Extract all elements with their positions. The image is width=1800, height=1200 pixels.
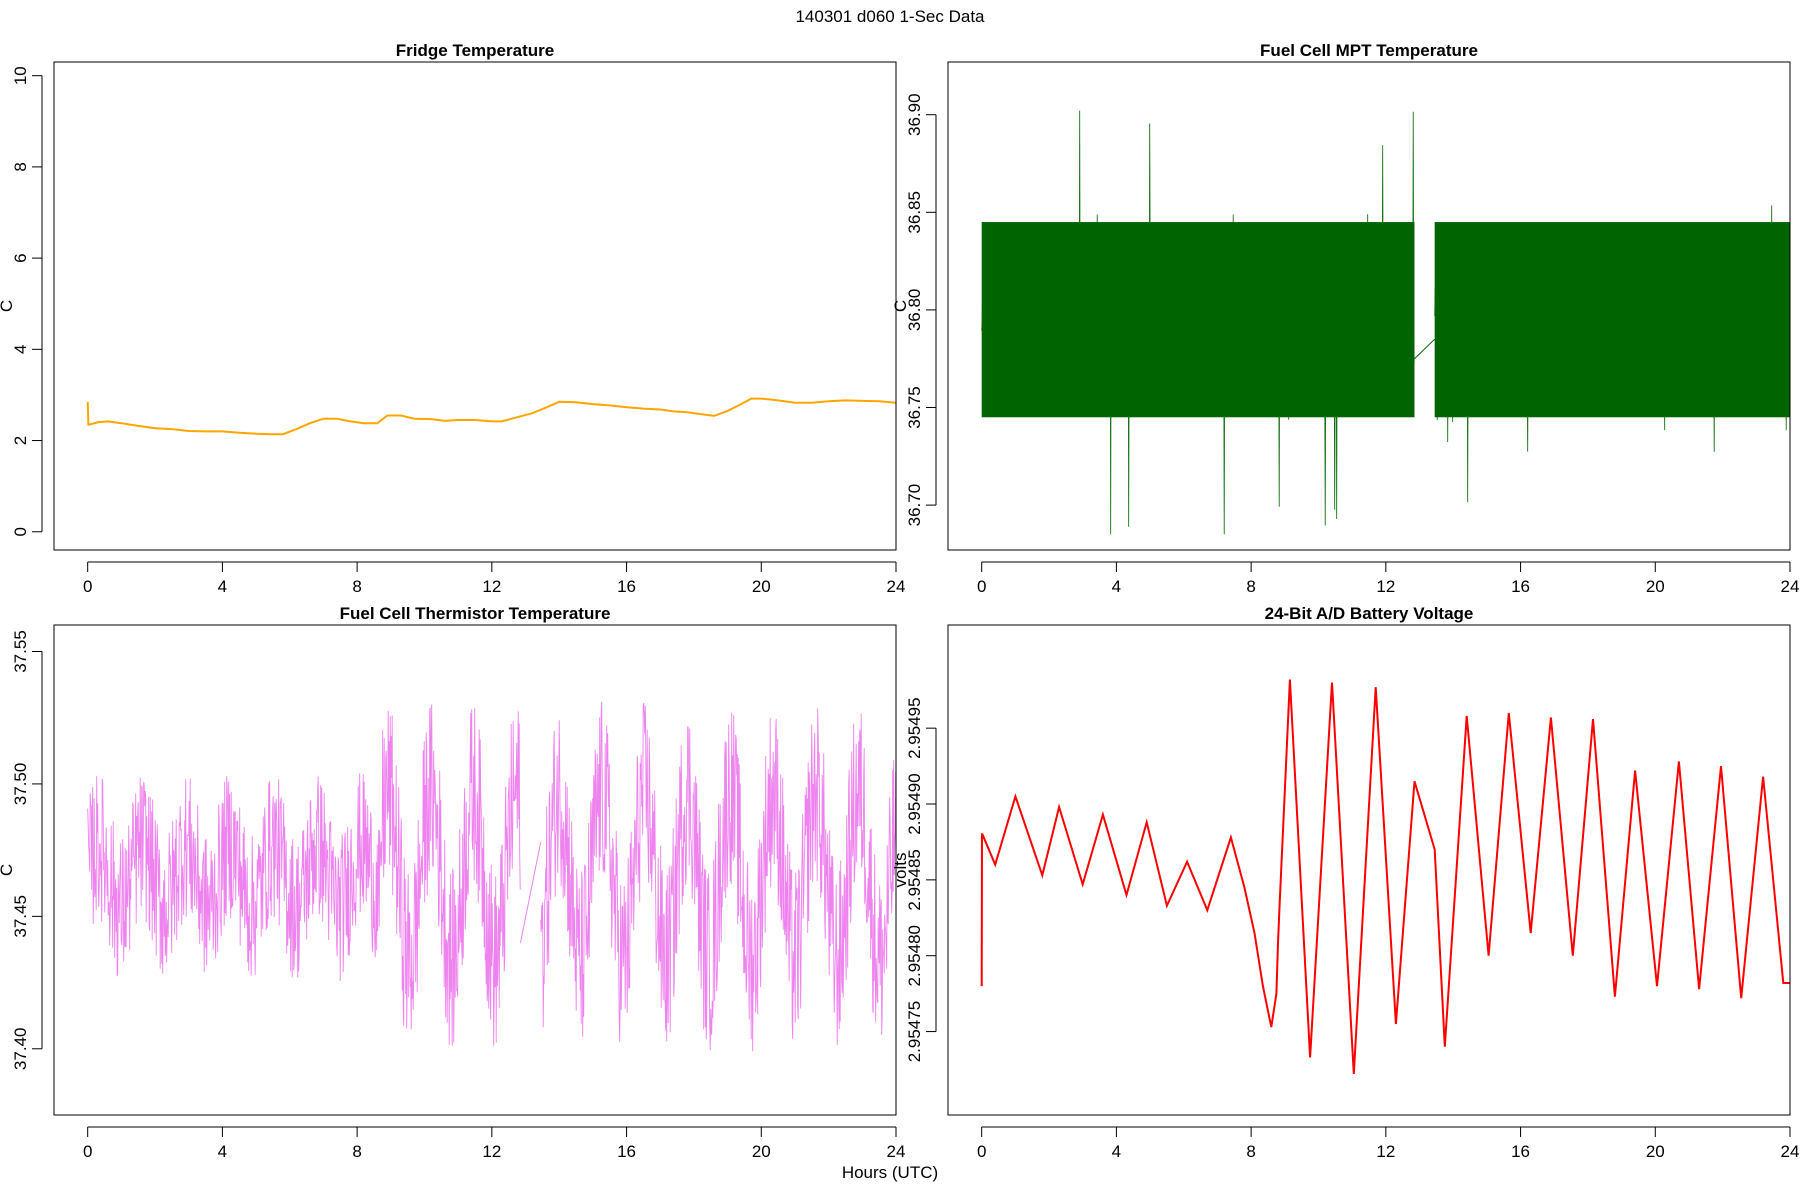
y-tick-label: 37.45 xyxy=(11,895,30,938)
y-axis-label: C xyxy=(891,300,910,312)
x-tick-label: 12 xyxy=(1376,577,1395,596)
chart-panel-2: Fuel Cell MPT Temperature C 0 4 8 12 16 20 24 36.… xyxy=(891,41,1799,596)
y-tick-label: 0 xyxy=(11,527,30,536)
x-tick-label: 20 xyxy=(1646,577,1665,596)
x-tick-label: 4 xyxy=(1112,577,1121,596)
y-tick-label: 2.95495 xyxy=(905,697,924,758)
data-layer xyxy=(981,110,1790,535)
x-tick-label: 8 xyxy=(352,1142,361,1161)
y-axis: 37.40 37.45 37.50 37.55 xyxy=(11,630,43,1071)
y-axis-label: C xyxy=(0,864,16,876)
x-tick-label: 0 xyxy=(83,1142,92,1161)
x-tick-label: 12 xyxy=(482,577,501,596)
x-tick-label: 8 xyxy=(352,577,361,596)
x-tick-label: 0 xyxy=(977,1142,986,1161)
x-axis: 0 4 8 12 16 20 24 xyxy=(977,561,1800,596)
y-tick-label: 36.80 xyxy=(905,289,924,332)
y-tick-label: 2 xyxy=(11,436,30,445)
data-layer xyxy=(980,679,1790,1075)
panel-title: Fuel Cell Thermistor Temperature xyxy=(340,604,611,623)
x-tick-label: 24 xyxy=(1781,1142,1800,1161)
y-tick-label: 37.50 xyxy=(11,763,30,806)
y-tick-label: 2.95490 xyxy=(905,773,924,834)
y-axis-label: volts xyxy=(891,853,910,888)
x-tick-label: 4 xyxy=(218,1142,227,1161)
data-layer xyxy=(86,397,896,436)
plot-frame xyxy=(947,624,1791,1116)
series-line xyxy=(87,701,896,1052)
x-axis: 0 4 8 12 16 20 24 xyxy=(83,1126,906,1161)
panel-title: Fridge Temperature xyxy=(396,41,554,60)
figure-main-title: 140301 d060 1-Sec Data xyxy=(795,7,985,26)
x-tick-label: 24 xyxy=(1781,577,1800,596)
y-axis: 36.70 36.75 36.80 36.85 36.90 xyxy=(905,93,937,527)
x-tick-label: 20 xyxy=(1646,1142,1665,1161)
plot-frame xyxy=(947,61,1791,551)
gap-connector xyxy=(1414,338,1436,360)
x-tick-label: 24 xyxy=(887,1142,906,1161)
y-axis: 2.95475 2.95480 2.95485 2.95490 2.95495 xyxy=(905,697,937,1062)
chart-panels: Fridge TemperatureC048121620240246810Fue… xyxy=(0,41,1799,1161)
y-axis-label: C xyxy=(0,300,16,312)
y-tick-label: 8 xyxy=(11,162,30,171)
x-tick-label: 16 xyxy=(617,1142,636,1161)
x-tick-label: 8 xyxy=(1246,1142,1255,1161)
x-tick-label: 0 xyxy=(83,577,92,596)
y-tick-label: 6 xyxy=(11,253,30,262)
x-tick-label: 20 xyxy=(752,1142,771,1161)
series-band xyxy=(1434,222,1790,418)
y-axis: 0 2 4 6 8 10 xyxy=(11,66,43,536)
y-tick-label: 2.95475 xyxy=(905,1001,924,1062)
x-tick-label: 16 xyxy=(1511,1142,1530,1161)
x-tick-label: 20 xyxy=(752,577,771,596)
chart-panel-3: Fuel Cell Thermistor Temperature C 0 4 8 12 16… xyxy=(0,604,905,1161)
plot-frame xyxy=(53,61,897,551)
y-tick-label: 36.70 xyxy=(905,484,924,527)
x-tick-label: 0 xyxy=(977,577,986,596)
x-tick-label: 12 xyxy=(1376,1142,1395,1161)
y-tick-label: 36.90 xyxy=(905,93,924,136)
x-tick-label: 4 xyxy=(1112,1142,1121,1161)
y-tick-label: 10 xyxy=(11,66,30,85)
x-tick-label: 24 xyxy=(887,577,906,596)
y-tick-label: 2.95480 xyxy=(905,925,924,986)
figure-x-axis-label: Hours (UTC) xyxy=(842,1163,938,1182)
chart-panel-1: Fridge TemperatureC048121620240246810 xyxy=(0,41,905,596)
series-line xyxy=(86,397,896,436)
gap-connector xyxy=(519,842,542,943)
chart-panel-4: 24-Bit A/D Battery Voltage volts 0 4 8 12 16 20… xyxy=(891,604,1799,1161)
x-axis: 0 4 8 12 16 20 24 xyxy=(83,561,906,596)
panel-title: 24-Bit A/D Battery Voltage xyxy=(1265,604,1474,623)
y-tick-label: 37.40 xyxy=(11,1028,30,1071)
x-axis: 0 4 8 12 16 20 24 xyxy=(977,1126,1800,1161)
x-tick-label: 16 xyxy=(1511,577,1530,596)
x-tick-label: 16 xyxy=(617,577,636,596)
y-tick-label: 4 xyxy=(11,345,30,354)
y-tick-label: 36.75 xyxy=(905,386,924,429)
series-band xyxy=(981,222,1415,418)
y-tick-label: 2.95485 xyxy=(905,849,924,910)
panel-title: Fuel Cell MPT Temperature xyxy=(1260,41,1478,60)
y-tick-label: 36.85 xyxy=(905,191,924,234)
x-tick-label: 12 xyxy=(482,1142,501,1161)
data-layer xyxy=(87,701,896,1052)
x-tick-label: 4 xyxy=(218,577,227,596)
x-tick-label: 8 xyxy=(1246,577,1255,596)
plot-frame xyxy=(53,624,897,1116)
y-tick-label: 37.55 xyxy=(11,630,30,673)
series-line xyxy=(980,679,1790,1075)
